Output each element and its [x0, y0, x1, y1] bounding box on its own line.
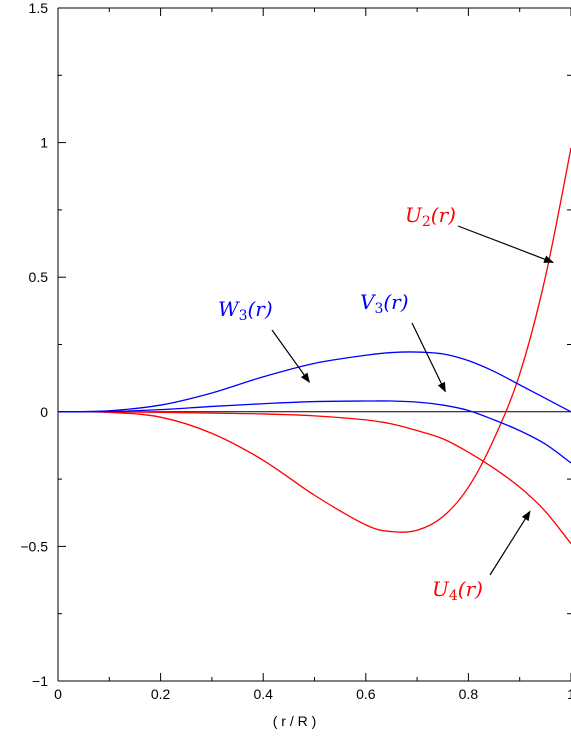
series-line-1 — [57, 147, 571, 533]
series-line-2 — [57, 411, 571, 545]
axes-frame — [57, 7, 571, 682]
series-line-3 — [57, 351, 571, 413]
annotation-arrow-3 — [271, 329, 310, 384]
y-tick-label: 0.5 — [29, 269, 49, 285]
annotations: U2(r) U4(r) W3(r) V3(r) — [218, 203, 554, 604]
annotation-arrow-4 — [411, 322, 446, 393]
annotation-label-1: U2(r) — [405, 203, 456, 230]
x-axis-title: ( r / R ) — [273, 713, 317, 729]
annotation-label-4: V3(r) — [360, 290, 409, 317]
x-tick-label: 0.8 — [459, 686, 479, 702]
y-axis-ticks: −1 −0.5 0 0.5 1 1.5 — [20, 0, 571, 689]
y-tick-label: 1 — [40, 135, 48, 151]
x-tick-label: 0.2 — [151, 686, 171, 702]
y-tick-label: −0.5 — [20, 538, 48, 554]
y-tick-label: 1.5 — [29, 0, 49, 16]
y-tick-label: 0 — [40, 404, 48, 420]
series-line-4 — [57, 400, 571, 464]
annotation-arrow-2 — [489, 510, 531, 576]
x-tick-label: 0.6 — [356, 686, 376, 702]
annotation-label-2: U4(r) — [432, 577, 483, 604]
annotation-arrow-1 — [457, 225, 554, 263]
y-tick-label: −1 — [32, 673, 48, 689]
x-tick-label: 0 — [54, 686, 62, 702]
x-axis-ticks: 0 0.2 0.4 0.6 0.8 1 — [54, 8, 571, 702]
x-tick-label: 1 — [567, 686, 571, 702]
series-group — [57, 147, 571, 545]
x-tick-label: 0.4 — [253, 686, 273, 702]
annotation-label-3: W3(r) — [218, 297, 273, 324]
